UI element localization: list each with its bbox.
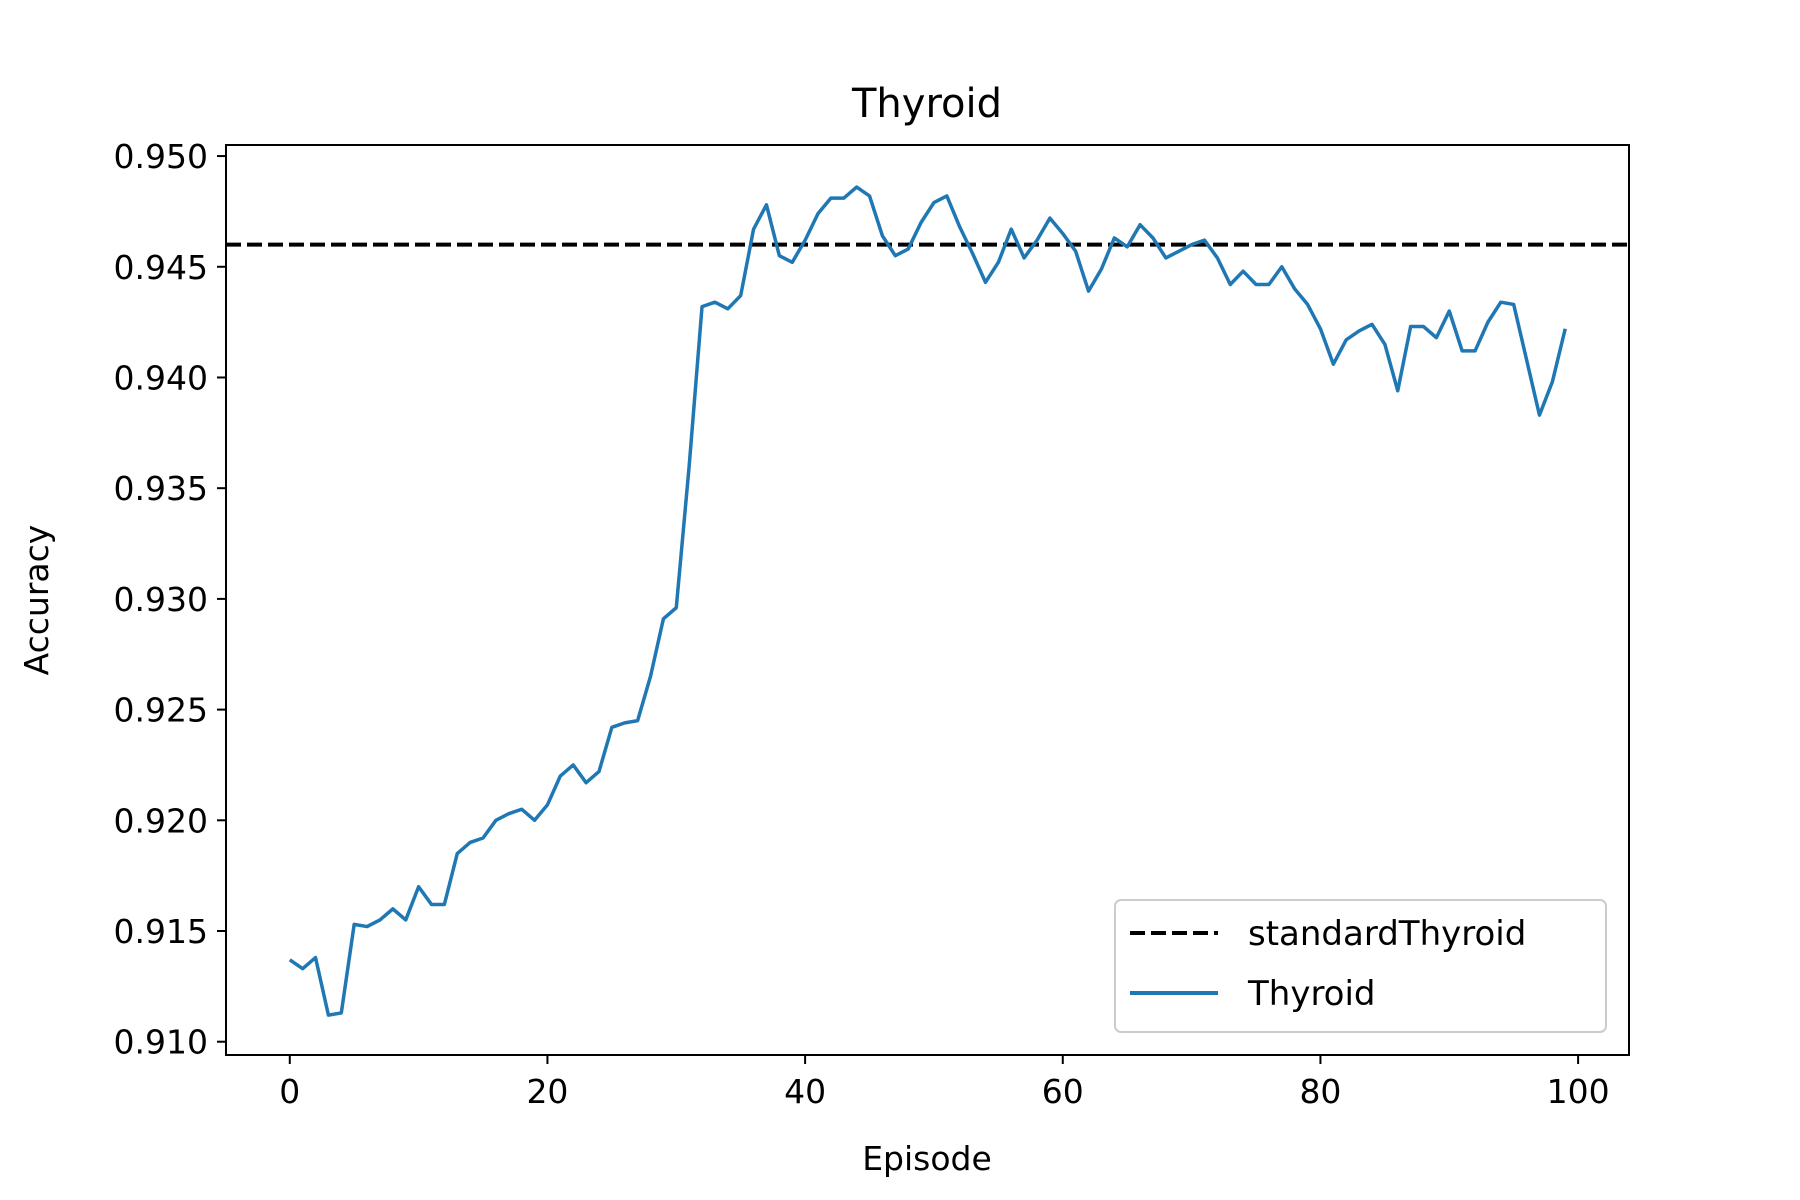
legend-box — [1114, 899, 1607, 1033]
y-tick-label: 0.920 — [114, 801, 208, 840]
x-tick-label: 20 — [526, 1072, 568, 1111]
series-line-thyroid — [288, 185, 1567, 1017]
y-axis-label: Accuracy — [17, 525, 56, 676]
plot-area — [225, 144, 1630, 1056]
x-tick-label: 80 — [1299, 1072, 1341, 1111]
x-tick-label: 40 — [784, 1072, 826, 1111]
x-axis-label: Episode — [862, 1139, 992, 1178]
y-tick-label: 0.910 — [114, 1023, 208, 1062]
legend-label-standardthyroid: standardThyroid — [1248, 914, 1526, 954]
series-layer — [226, 185, 1629, 1017]
y-tick-label: 0.935 — [114, 469, 208, 508]
legend: standardThyroid Thyroid — [1114, 899, 1607, 1033]
x-tick-label: 0 — [279, 1072, 300, 1111]
y-tick-label: 0.950 — [114, 137, 208, 176]
x-axis: 0 20 40 60 80 100 — [279, 1055, 1610, 1111]
y-tick-label: 0.945 — [114, 248, 208, 287]
y-tick-label: 0.930 — [114, 580, 208, 619]
y-tick-label: 0.940 — [114, 358, 208, 397]
plot-frame — [225, 144, 1630, 1056]
legend-label-thyroid: Thyroid — [1247, 974, 1376, 1014]
y-tick-label: 0.925 — [114, 691, 208, 730]
y-tick-label: 0.915 — [114, 912, 208, 951]
chart-title: Thyroid — [851, 81, 1002, 127]
y-axis: 0.910 0.915 0.920 0.925 0.930 0.935 0.940 0.945… — [114, 137, 226, 1062]
x-tick-label: 100 — [1547, 1072, 1610, 1111]
x-tick-label: 60 — [1042, 1072, 1084, 1111]
